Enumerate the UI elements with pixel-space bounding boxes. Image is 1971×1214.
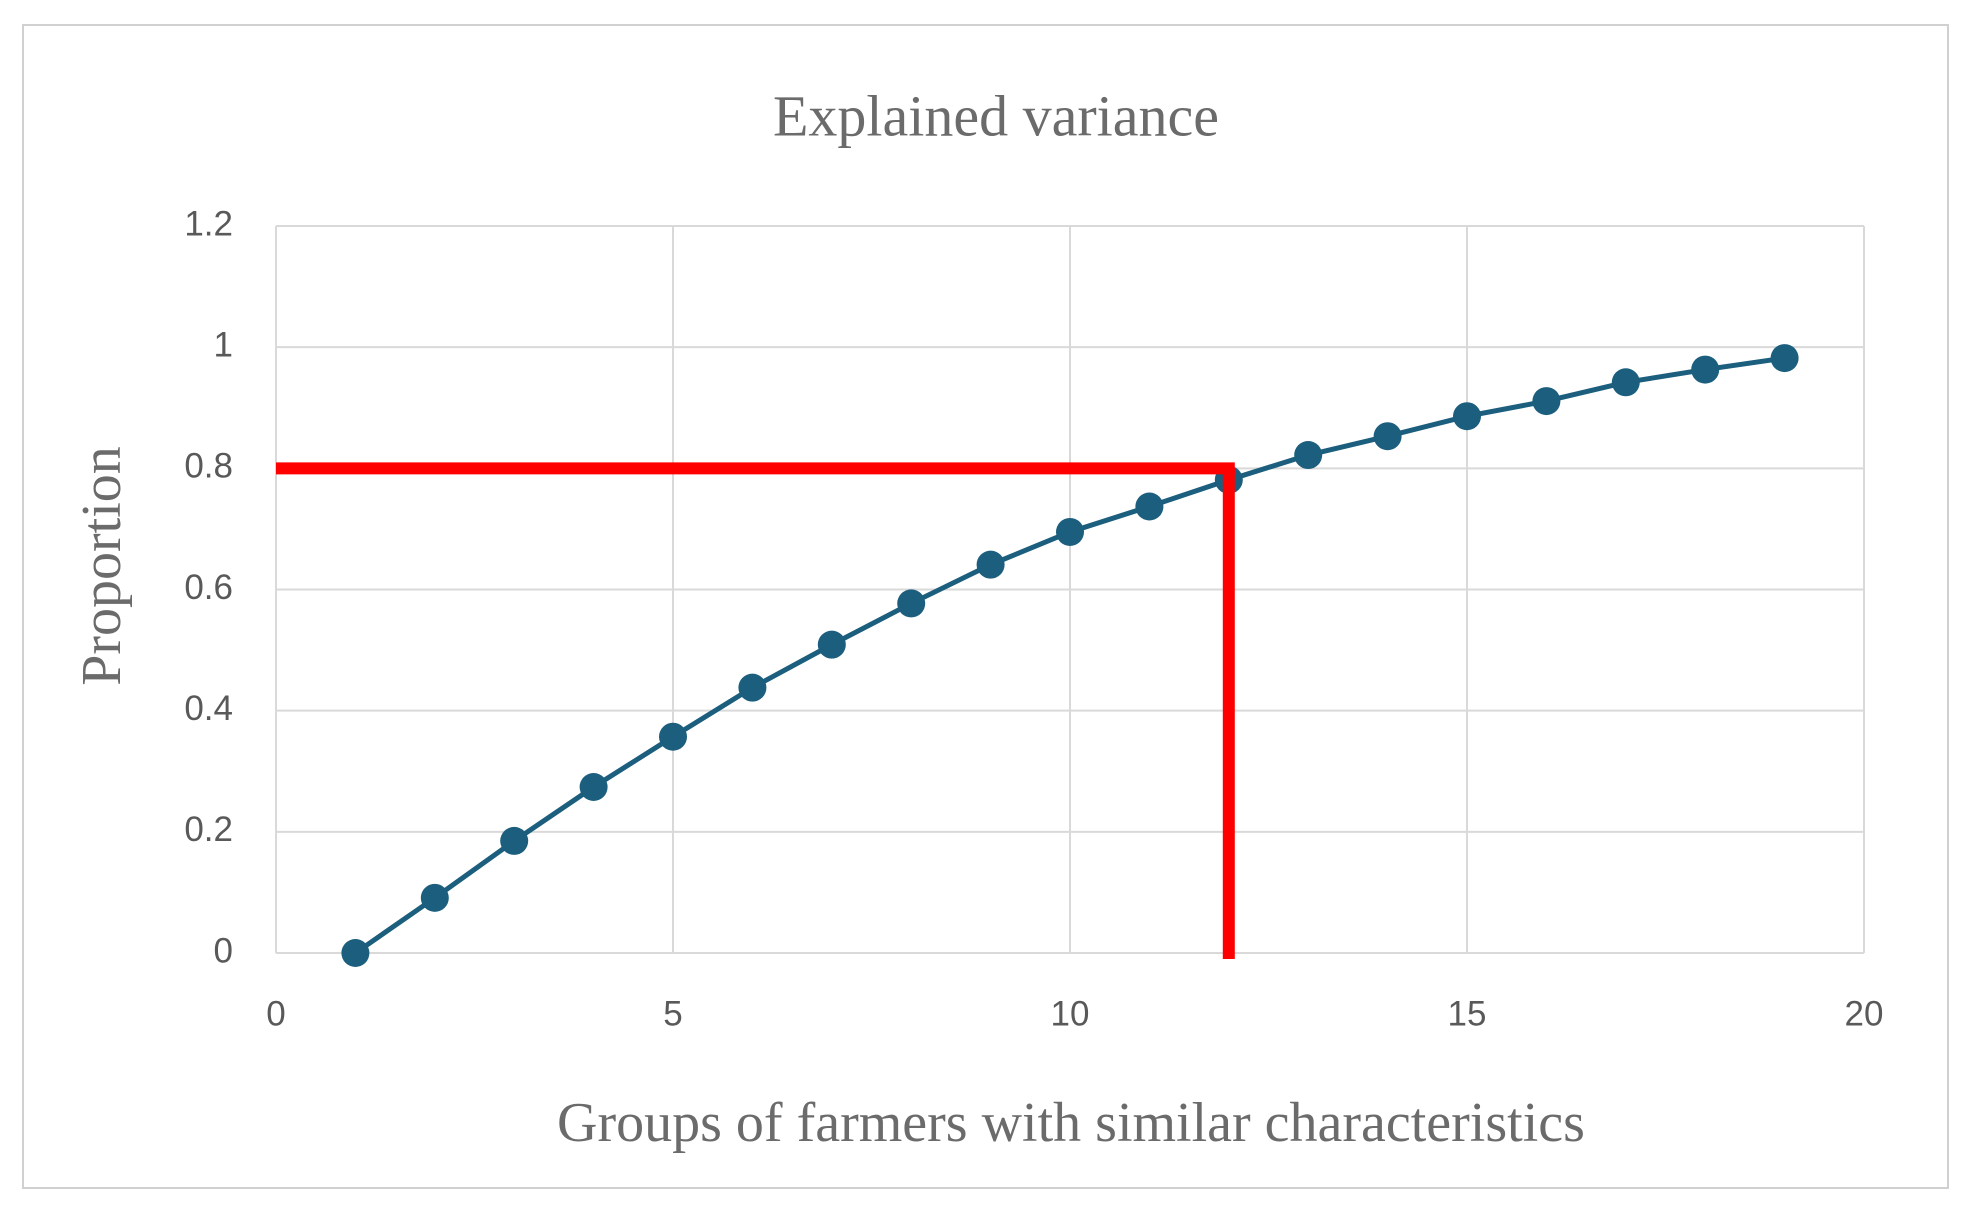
data-point [1532, 387, 1561, 416]
chart-title: Explained variance [773, 83, 1219, 148]
data-point [1056, 517, 1084, 546]
data-point [1453, 402, 1481, 431]
data-point [420, 883, 449, 912]
y-tick-label: 0 [214, 931, 233, 970]
data-point [659, 722, 687, 751]
x-tick-label: 20 [1845, 994, 1884, 1033]
chart-frame [22, 24, 1949, 1189]
y-tick-label: 0.2 [184, 810, 233, 849]
data-point [817, 630, 846, 659]
data-point [1373, 422, 1402, 451]
data-point [1691, 355, 1720, 384]
y-tick-label: 0.8 [184, 447, 233, 486]
data-point [738, 673, 767, 702]
y-tick-label: 0.6 [184, 568, 233, 607]
y-tick-label: 1.2 [184, 204, 233, 243]
data-point [897, 589, 926, 618]
y-tick-label: 0.4 [184, 689, 233, 728]
x-tick-label: 15 [1448, 994, 1487, 1033]
y-tick-label: 1 [214, 325, 233, 364]
x-tick-label: 10 [1051, 994, 1090, 1033]
data-point [1770, 344, 1799, 373]
y-axis-title: Proportion [71, 446, 133, 686]
x-tick-label: 0 [266, 994, 285, 1033]
x-axis-title: Groups of farmers with similar character… [557, 1092, 1585, 1154]
x-tick-label: 5 [663, 994, 682, 1033]
data-point [1294, 441, 1323, 470]
data-point [500, 826, 529, 855]
data-point [341, 939, 370, 967]
data-point [579, 773, 608, 802]
data-point [1611, 368, 1640, 397]
data-point [1135, 492, 1164, 521]
data-point [976, 550, 1005, 579]
